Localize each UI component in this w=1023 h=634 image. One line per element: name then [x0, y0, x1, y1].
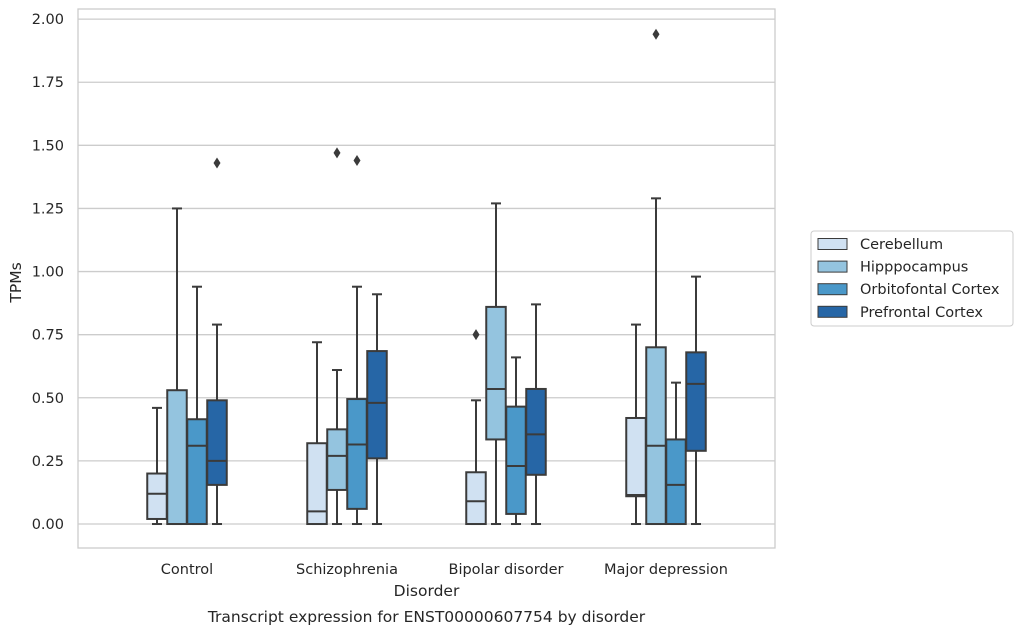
box-2-1	[485, 202, 507, 526]
box-2-0	[465, 329, 487, 526]
box-series	[146, 28, 707, 526]
x-tick-label: Bipolar disorder	[449, 562, 564, 578]
x-axis-label: Disorder	[394, 582, 460, 600]
y-axis-ticks: 0.00 0.25 0.50 0.75 1.00 1.25 1.50 1.75 2.00	[32, 12, 64, 533]
y-tick-label: 0.00	[32, 517, 64, 533]
y-tick-label: 1.25	[32, 201, 64, 217]
box-2-2	[505, 356, 527, 526]
chart-title: Transcript expression for ENST0000060775…	[207, 608, 646, 626]
box-iqr	[206, 399, 228, 486]
box-iqr	[505, 405, 527, 515]
y-tick-label: 0.25	[32, 454, 64, 470]
legend-label: Orbitofontal Cortex	[860, 282, 1000, 298]
box-0-3	[206, 157, 228, 526]
legend-label: Hipppocampus	[860, 260, 968, 276]
legend-frame	[810, 230, 1014, 327]
legend-label: Prefrontal Cortex	[860, 305, 983, 321]
box-iqr	[465, 471, 487, 526]
y-axis-label: TPMs	[7, 262, 25, 303]
x-tick-label: Control	[161, 562, 213, 578]
box-iqr	[166, 389, 188, 526]
box-1-1	[326, 147, 348, 526]
box-iqr	[346, 398, 368, 510]
x-axis-ticks: Control Schizophrenia Bipolar disorder Majo…	[161, 562, 728, 578]
y-tick-label: 0.75	[32, 328, 64, 344]
box-0-1	[166, 207, 188, 526]
legend-swatch	[817, 260, 848, 273]
box-3-1	[645, 28, 667, 526]
box-iqr	[366, 350, 388, 460]
legend: Cerebellum Hipppocampus Orbitofontal Corte…	[810, 230, 1014, 327]
legend-swatch	[817, 238, 848, 250]
box-3-3	[685, 275, 707, 526]
box-3-0	[625, 323, 647, 526]
legend-label: Cerebellum	[860, 237, 943, 253]
box-iqr	[645, 346, 667, 526]
legend-swatch	[817, 283, 848, 296]
box-1-2	[346, 154, 368, 526]
box-iqr	[665, 438, 687, 526]
y-tick-label: 1.00	[32, 265, 64, 281]
box-iqr	[625, 416, 647, 498]
outlier-point	[472, 329, 480, 341]
y-tick-label: 1.50	[32, 138, 64, 154]
box-iqr	[146, 472, 168, 520]
y-tick-label: 0.50	[32, 391, 64, 407]
plot-area-frame	[77, 8, 776, 549]
x-tick-label: Schizophrenia	[296, 562, 398, 578]
x-tick-label: Major depression	[604, 562, 728, 578]
box-3-2	[665, 381, 687, 526]
box-iqr	[525, 387, 547, 476]
box-0-2	[186, 285, 208, 526]
outlier-point	[213, 157, 221, 169]
outlier-point	[353, 154, 361, 166]
outlier-point	[333, 147, 341, 159]
legend-swatch	[817, 305, 848, 318]
y-tick-label: 2.00	[32, 12, 64, 28]
box-iqr	[685, 351, 707, 452]
box-0-0	[146, 406, 168, 526]
box-1-0	[306, 341, 328, 526]
y-tick-label: 1.75	[32, 75, 64, 91]
box-2-3	[525, 303, 547, 526]
box-iqr	[326, 428, 348, 491]
outlier-point	[652, 28, 660, 40]
box-1-3	[366, 293, 388, 526]
box-iqr	[186, 418, 208, 526]
box-iqr	[485, 305, 507, 441]
